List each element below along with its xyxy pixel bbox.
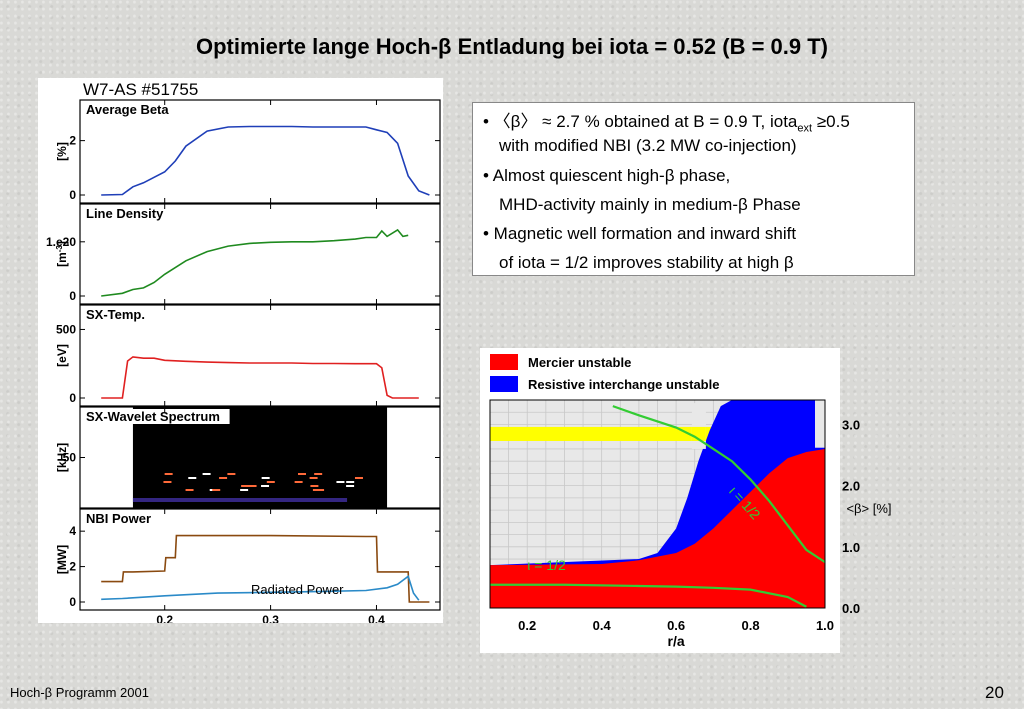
y-tick-label: 0.0: [842, 601, 860, 616]
panel-frame: [79, 304, 441, 407]
panel-label-bg: [83, 206, 178, 221]
spectrum-low-band: [132, 498, 348, 502]
plot-area: [815, 400, 825, 448]
y-tick-label: 3.0: [842, 417, 860, 432]
x-tick-label: 0.3: [262, 613, 279, 623]
y-tick-label: 50: [63, 451, 77, 465]
series-line-density: [101, 228, 409, 297]
y-tick-label: 4: [69, 524, 76, 538]
panel-frame: [79, 508, 441, 611]
y-axis-title: <β> [%]: [846, 501, 891, 516]
bullet-magnetic-well: • Magnetic well formation and inward shi…: [483, 224, 797, 244]
shot-label: W7-AS #51755: [83, 80, 198, 99]
mercier-unstable-region: [490, 448, 825, 608]
panel-unit: [eV]: [55, 344, 69, 367]
y-tick-label: 500: [56, 322, 76, 336]
series-line-radiated: [101, 574, 420, 601]
panel-spectrum: SX-Wavelet Spectrum [kHz]50: [55, 406, 441, 509]
panel-label: Line Density: [86, 206, 164, 221]
iota-half-curve: [490, 583, 807, 608]
y-tick-label: 1.e20: [46, 235, 76, 249]
bullet-quiescent-line2: MHD-activity mainly in medium-β Phase: [499, 195, 801, 215]
y-tick-label: 0: [69, 289, 76, 303]
panel-unit: [kHz]: [55, 443, 69, 472]
stability-diagram: Mercier unstable Resistive interchange un…: [480, 348, 892, 653]
legend-label: Resistive interchange unstable: [528, 377, 719, 392]
y-tick-label: 1.0: [842, 540, 860, 555]
legend-swatch-resistive: [490, 376, 518, 392]
slide-title: Optimierte lange Hoch-β Entladung bei io…: [196, 34, 828, 59]
panel-label-bg: [83, 511, 156, 526]
x-tick-label: 1.0: [816, 618, 834, 633]
y-tick-label: 2: [69, 134, 76, 148]
panel-label-bg: [83, 102, 178, 117]
panel-frame: [79, 203, 441, 305]
panel-unit: [MW]: [55, 545, 69, 574]
plot-frame: [489, 399, 826, 609]
panel-sxtemp: SX-Temp. [eV] 0 500: [55, 304, 441, 407]
y-tick-label: 0: [69, 391, 76, 405]
x-tick-label: 0.4: [368, 613, 385, 623]
chart-background: [38, 78, 443, 623]
bullet-quiescent: • Almost quiescent high-β phase,: [483, 166, 731, 186]
series-line-nbi: [101, 534, 430, 603]
x-axis-title: r/a: [668, 633, 685, 649]
x-tick-label: 0.2: [518, 618, 536, 633]
y-tick-label: 0: [69, 595, 76, 609]
bullet-magnetic-well-line2: of iota = 1/2 improves stability at high…: [499, 253, 794, 273]
y-tick-label: 0: [69, 188, 76, 202]
page-number: 20: [985, 683, 1004, 702]
series-line-beta: [101, 125, 430, 196]
bullet-beta: • 〈β〉 ≈ 2.7 % obtained at B = 0.9 T, iot…: [483, 112, 850, 135]
series-line-sxtemp: [101, 356, 419, 399]
panel-power: NBI Power [MW] 0 2 4 Radiated Power: [55, 508, 441, 611]
panel-label: NBI Power: [86, 511, 151, 526]
time-trace-chart: W7-AS #51755 Average Beta [%] 0 2 Line Densit…: [38, 78, 443, 623]
legend-swatch-mercier: [490, 354, 518, 370]
x-tick-label: 0.2: [156, 613, 173, 623]
y-tick-label: 2: [69, 560, 76, 574]
panel-label-bg: [83, 307, 149, 322]
x-tick-label: 0.8: [742, 618, 760, 633]
x-tick-label: 0.4: [593, 618, 612, 633]
info-box: • 〈β〉 ≈ 2.7 % obtained at B = 0.9 T, iot…: [472, 102, 915, 276]
bullet-beta-line2: with modified NBI (3.2 MW co-injection): [499, 136, 797, 156]
radiated-power-label: Radiated Power: [251, 582, 344, 597]
iota-half-curve: [612, 405, 826, 564]
panel-frame: [79, 99, 441, 204]
panel-label-bg: [83, 409, 230, 424]
panel-unit: [%]: [55, 142, 69, 161]
iota-label-lower: ι = 1/2: [527, 557, 566, 573]
panel-label: Average Beta: [86, 102, 169, 117]
y-tick-label: 2.0: [842, 479, 860, 494]
footer-program: Hoch-β Programm 2001: [10, 685, 149, 700]
x-tick-label: 0.6: [667, 618, 685, 633]
panel-label: SX-Temp.: [86, 307, 145, 322]
panel-density: Line Density[m-3]01.e20: [46, 203, 441, 305]
legend-label: Mercier unstable: [528, 355, 631, 370]
panel-beta: Average Beta [%] 0 2: [55, 99, 441, 204]
panel-label: SX-Wavelet Spectrum: [86, 409, 220, 424]
